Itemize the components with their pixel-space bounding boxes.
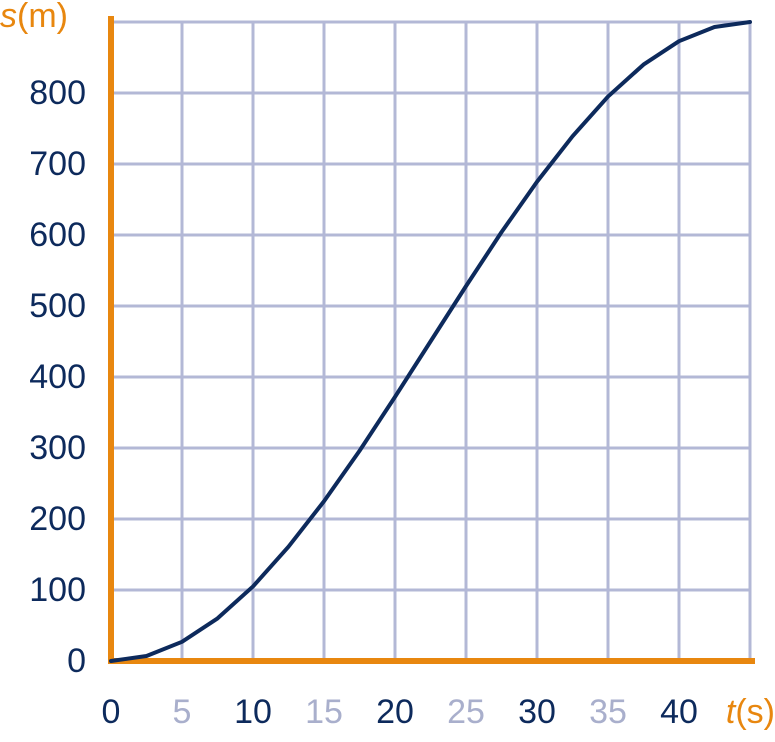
y-tick-label: 800 [29, 74, 86, 112]
y-tick-label: 400 [29, 358, 86, 396]
x-tick-label: 10 [234, 693, 272, 731]
y-tick-label: 100 [29, 571, 86, 609]
x-axis-label-unit: (s) [735, 693, 775, 731]
x-tick-label: 0 [102, 693, 121, 731]
y-tick-label: 700 [29, 145, 86, 183]
y-axis-label-symbol: s [0, 0, 17, 35]
x-axis-label-symbol: t [726, 693, 737, 731]
x-tick-label: 30 [518, 693, 556, 731]
y-tick-label: 500 [29, 287, 86, 325]
x-tick-label: 5 [173, 693, 192, 731]
x-axis-label: t(s) [726, 693, 775, 731]
y-axis-label-unit: (m) [17, 0, 68, 35]
data-line [109, 20, 752, 663]
y-axis-label: s(m) [0, 0, 68, 35]
x-tick-label: 35 [589, 693, 627, 731]
x-tick-label: 20 [376, 693, 414, 731]
y-tick-label: 600 [29, 216, 86, 254]
y-tick-label: 200 [29, 500, 86, 538]
x-tick-label: 25 [447, 693, 485, 731]
x-tick-label: 15 [305, 693, 343, 731]
y-tick-label: 0 [67, 642, 86, 680]
x-tick-label: 40 [660, 693, 698, 731]
y-tick-label: 300 [29, 429, 86, 467]
